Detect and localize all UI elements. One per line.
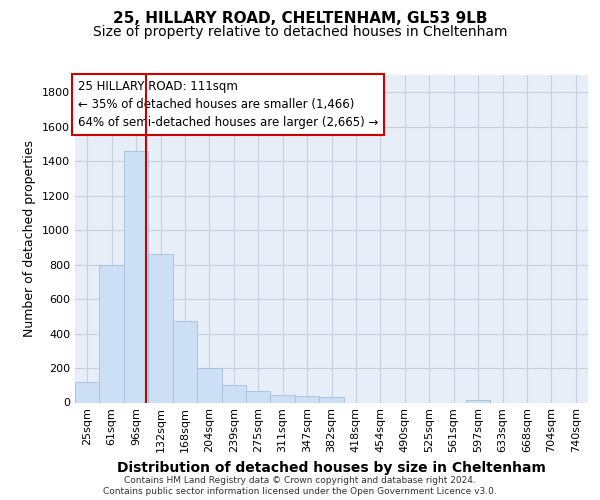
Bar: [148, 254, 173, 402]
Bar: [246, 392, 271, 402]
Bar: [221, 386, 246, 402]
Text: Contains public sector information licensed under the Open Government Licence v3: Contains public sector information licen…: [103, 487, 497, 496]
Text: 25 HILLARY ROAD: 111sqm
← 35% of detached houses are smaller (1,466)
64% of semi: 25 HILLARY ROAD: 111sqm ← 35% of detache…: [77, 80, 378, 129]
Bar: [124, 151, 148, 403]
Bar: [271, 394, 295, 402]
Text: 25, HILLARY ROAD, CHELTENHAM, GL53 9LB: 25, HILLARY ROAD, CHELTENHAM, GL53 9LB: [113, 11, 487, 26]
Bar: [100, 266, 124, 402]
X-axis label: Distribution of detached houses by size in Cheltenham: Distribution of detached houses by size …: [117, 460, 546, 474]
Bar: [173, 322, 197, 402]
Text: Contains HM Land Registry data © Crown copyright and database right 2024.: Contains HM Land Registry data © Crown c…: [124, 476, 476, 485]
Bar: [295, 396, 319, 402]
Bar: [319, 398, 344, 402]
Text: Size of property relative to detached houses in Cheltenham: Size of property relative to detached ho…: [93, 25, 507, 39]
Bar: [197, 368, 221, 402]
Bar: [466, 400, 490, 402]
Y-axis label: Number of detached properties: Number of detached properties: [23, 140, 37, 337]
Bar: [75, 382, 100, 402]
